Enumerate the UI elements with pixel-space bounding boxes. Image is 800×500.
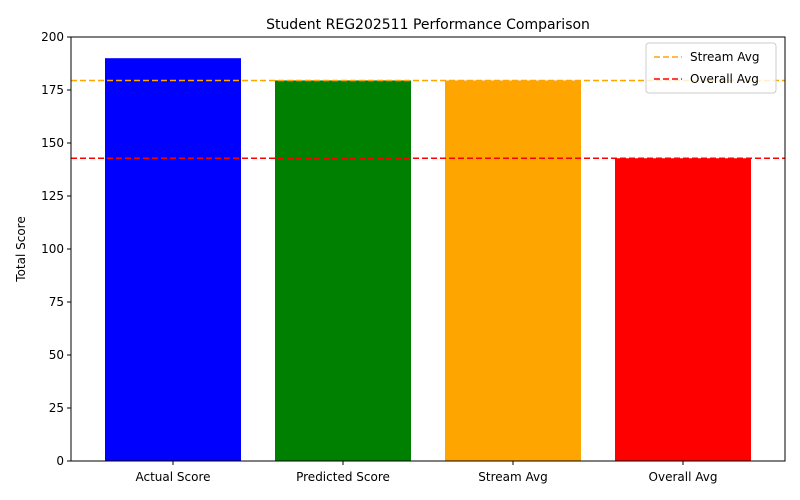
y-tick-label: 0 [56,454,64,468]
x-tick-label: Stream Avg [478,470,547,484]
legend-box [645,42,777,94]
bar [275,80,411,462]
bar [445,80,581,462]
bar [615,158,751,461]
y-tick-label: 100 [41,242,64,256]
y-tick-label: 150 [41,136,64,150]
y-tick-label: 25 [49,401,64,415]
y-tick-label: 50 [49,348,64,362]
x-tick-label: Predicted Score [296,470,390,484]
y-axis-title: Total Score [14,216,28,282]
x-tick-label: Actual Score [135,470,210,484]
y-tick-label: 125 [41,189,64,203]
legend: Stream Avg Overall Avg [645,42,777,94]
y-tick-label: 200 [41,30,64,44]
chart-title: Student REG202511 Performance Comparison [266,17,590,33]
plot-area: 0 25 50 75 100 125 150 175 200 Actual Score Predic… [41,30,786,484]
x-tick-label: Overall Avg [649,470,718,484]
legend-label: Stream Avg [690,50,759,64]
y-tick-label: 75 [49,295,64,309]
legend-label: Overall Avg [690,72,759,86]
bar [105,58,241,461]
y-tick-label: 175 [41,83,64,97]
